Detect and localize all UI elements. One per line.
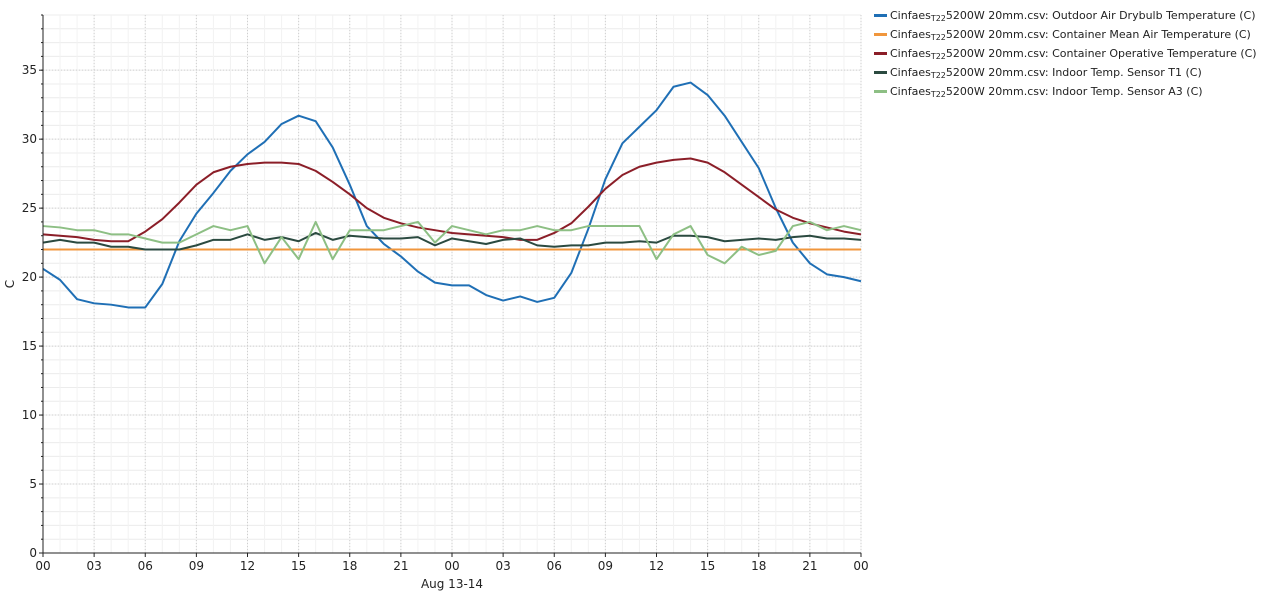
- y-tick-label: 20: [22, 270, 37, 284]
- x-tick-label: 21: [802, 559, 817, 573]
- x-ticks: 00 03 06 09 12 15 18 21 00 03 06 09 12 15 18 21 00: [35, 553, 869, 573]
- legend-label: CinfaesT225200W 20mm.csv: Outdoor Air Dr…: [890, 9, 1256, 23]
- legend: CinfaesT225200W 20mm.csv: Outdoor Air Dr…: [874, 6, 1257, 101]
- x-tick-label: 00: [444, 559, 459, 573]
- legend-swatch: [874, 52, 887, 55]
- y-tick-label: 30: [22, 132, 37, 146]
- x-tick-label: 21: [393, 559, 408, 573]
- x-tick-label: 03: [86, 559, 101, 573]
- series-line-4: [42, 231, 862, 251]
- x-tick-label: 06: [138, 559, 153, 573]
- legend-item-4: CinfaesT225200W 20mm.csv: Indoor Temp. S…: [874, 63, 1257, 82]
- x-tick-label: 18: [342, 559, 357, 573]
- series-line-3: [42, 157, 862, 243]
- x-tick-label: 00: [853, 559, 868, 573]
- y-tick-label: 35: [22, 63, 37, 77]
- legend-item-1: CinfaesT225200W 20mm.csv: Outdoor Air Dr…: [874, 6, 1257, 25]
- y-tick-label: 10: [22, 408, 37, 422]
- legend-swatch: [874, 14, 887, 17]
- y-ticks: 0 5 10 15 20 25 30 35: [22, 14, 43, 560]
- y-tick-label: 5: [29, 477, 37, 491]
- series-line-1: [42, 81, 862, 309]
- legend-swatch: [874, 71, 887, 74]
- x-tick-label: 12: [649, 559, 664, 573]
- series-line-5: [42, 220, 862, 265]
- x-tick-label: 03: [495, 559, 510, 573]
- legend-item-3: CinfaesT225200W 20mm.csv: Container Oper…: [874, 44, 1257, 63]
- x-tick-label: 09: [598, 559, 613, 573]
- legend-label: CinfaesT225200W 20mm.csv: Container Mean…: [890, 28, 1251, 42]
- x-tick-label: 00: [35, 559, 50, 573]
- x-tick-label: 12: [240, 559, 255, 573]
- x-tick-label: 15: [700, 559, 715, 573]
- legend-label: CinfaesT225200W 20mm.csv: Indoor Temp. S…: [890, 85, 1203, 99]
- series-layer: [42, 81, 862, 309]
- legend-label: CinfaesT225200W 20mm.csv: Indoor Temp. S…: [890, 66, 1202, 80]
- x-tick-label: 15: [291, 559, 306, 573]
- y-tick-label: 25: [22, 201, 37, 215]
- x-tick-label: 18: [751, 559, 766, 573]
- grid-lines: [42, 14, 862, 554]
- x-axis-title: Aug 13-14: [421, 577, 483, 591]
- x-tick-label: 09: [189, 559, 204, 573]
- legend-item-5: CinfaesT225200W 20mm.csv: Indoor Temp. S…: [874, 82, 1257, 101]
- legend-swatch: [874, 33, 887, 36]
- y-axis-title: C: [3, 280, 17, 288]
- legend-item-2: CinfaesT225200W 20mm.csv: Container Mean…: [874, 25, 1257, 44]
- legend-label: CinfaesT225200W 20mm.csv: Container Oper…: [890, 47, 1257, 61]
- x-tick-label: 06: [547, 559, 562, 573]
- legend-swatch: [874, 90, 887, 93]
- y-tick-label: 15: [22, 339, 37, 353]
- y-tick-label: 0: [29, 546, 37, 560]
